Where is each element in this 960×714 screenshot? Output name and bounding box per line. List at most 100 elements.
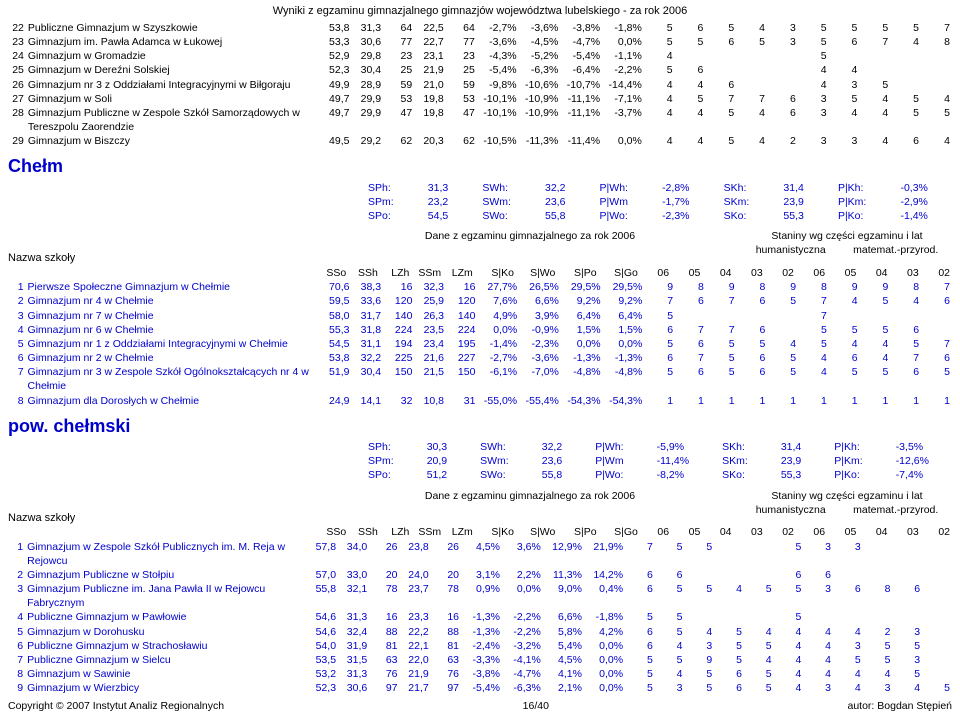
cell: 9,2%	[561, 294, 603, 308]
cell	[921, 78, 952, 92]
cell: 4	[803, 625, 833, 639]
cell	[892, 540, 922, 568]
cell: 5	[890, 337, 921, 351]
cell: 4	[833, 667, 863, 681]
cell	[705, 49, 736, 63]
cell: 6	[767, 106, 798, 134]
table-row: 9Gimnazjum w Wierzbicy52,330,69721,797-5…	[8, 681, 952, 695]
cell: -1,3%	[561, 351, 603, 365]
cell: 3	[892, 625, 922, 639]
cell: 6	[890, 134, 921, 148]
cell: -5,4%	[560, 49, 602, 63]
cell: 47	[446, 106, 477, 134]
cell: 6	[890, 323, 921, 337]
cell: 78	[369, 582, 399, 610]
row-num: 27	[8, 92, 26, 106]
cell: 4	[774, 681, 804, 695]
cell	[736, 49, 767, 63]
cell: 150	[446, 365, 477, 393]
cell: 1	[921, 394, 952, 408]
cell: 22,1	[400, 639, 431, 653]
summary-cell: -2,9%	[900, 195, 952, 209]
cell: 4	[767, 337, 798, 351]
row-name: Publiczne Gimnazjum w Pawłowie	[25, 610, 307, 624]
cell: 31,7	[351, 309, 383, 323]
summary-cell: -5,9%	[657, 440, 713, 454]
region2-header: Nazwa szkoły Dane z egzaminu gimnazjalne…	[8, 489, 952, 526]
cell: 224	[446, 323, 477, 337]
cell	[921, 63, 952, 77]
cell: 5	[685, 540, 715, 568]
cell: -10,5%	[477, 134, 519, 148]
cell: 29,9	[351, 92, 383, 106]
cell: 4	[736, 106, 767, 134]
cell: 7	[675, 323, 706, 337]
col-header: 02	[921, 266, 952, 280]
cell: 4	[655, 667, 685, 681]
cell: 6	[803, 568, 833, 582]
cell	[859, 49, 890, 63]
cell: -7,1%	[602, 92, 644, 106]
cell: 5	[860, 365, 891, 393]
cell: 9	[767, 280, 798, 294]
cell: 5	[890, 21, 921, 35]
row-name: Gimnazjum nr 3 w Zespole Szkół Ogólnoksz…	[26, 365, 320, 393]
cell: -4,8%	[603, 365, 645, 393]
cell: 22,2	[400, 625, 431, 639]
cell: 64	[446, 21, 477, 35]
cell: 7	[921, 21, 952, 35]
cell: 11,3%	[543, 568, 584, 582]
cell: 47	[383, 106, 414, 134]
cell: 1,5%	[561, 323, 603, 337]
cell: 4,2%	[584, 625, 625, 639]
cell: -6,1%	[477, 365, 519, 393]
cell: 7	[798, 309, 829, 323]
cell	[921, 309, 952, 323]
cell: 51,9	[320, 365, 352, 393]
cell: 23,1	[414, 49, 446, 63]
cell: 31,5	[338, 653, 369, 667]
cell: -14,4%	[602, 78, 644, 92]
row-num: 7	[8, 653, 25, 667]
table-row: 29Gimnazjum w Biszczy49,529,26220,362-10…	[8, 134, 952, 148]
cell: 3	[798, 134, 829, 148]
cell: 6,6%	[519, 294, 561, 308]
col-header: 02	[765, 266, 796, 280]
summary-cell: 30,3	[427, 440, 470, 454]
cell: 29,8	[351, 49, 383, 63]
cell: 3,9%	[519, 309, 561, 323]
cell: 4	[829, 106, 860, 134]
cell: 6	[737, 365, 768, 393]
cell: 4	[798, 351, 829, 365]
summary-cell: 23,9	[781, 454, 824, 468]
cell: 3	[798, 92, 829, 106]
cell: -11,3%	[519, 134, 561, 148]
region2-rows: 1Gimnazjum w Zespole Szkół Publicznych i…	[8, 540, 952, 696]
cell	[714, 568, 744, 582]
right-header2a2: humanistyczna	[756, 503, 826, 517]
col-header: S|Po	[557, 266, 598, 280]
cell: 5	[860, 294, 891, 308]
table-row: 22Publiczne Gimnazjum w Szyszkowie53,831…	[8, 21, 952, 35]
cell: -2,4%	[461, 639, 502, 653]
cell: 4	[736, 134, 767, 148]
cell: 59	[383, 78, 414, 92]
summary-cell: 32,2	[545, 181, 590, 195]
cell: 7	[625, 540, 655, 568]
cell: 8	[890, 280, 921, 294]
cell: 0,0%	[584, 653, 625, 667]
cell	[685, 610, 715, 624]
cell: 25	[383, 63, 414, 77]
cell: 5	[829, 92, 860, 106]
cell: 22,5	[414, 21, 446, 35]
cell: 30,6	[351, 35, 383, 49]
cell: 4	[675, 106, 706, 134]
cell	[890, 309, 921, 323]
cell: 3	[767, 21, 798, 35]
cell	[736, 63, 767, 77]
summary-cell: SPo:	[368, 209, 418, 223]
cell: 4	[803, 667, 833, 681]
cell: 19,8	[414, 106, 446, 134]
cell: 0,9%	[461, 582, 502, 610]
summary-cell: P|Kh:	[838, 181, 891, 195]
